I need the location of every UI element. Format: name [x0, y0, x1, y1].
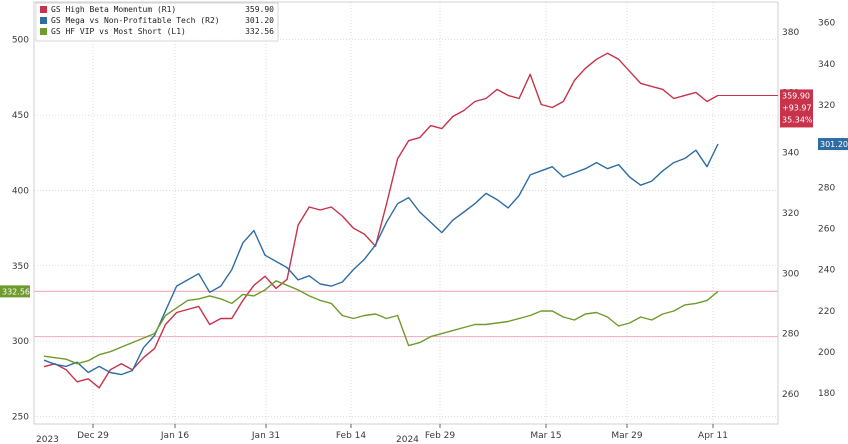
x-axis-tick-label: Mar 29 — [611, 431, 643, 441]
value-tag-text: +93.97 — [782, 103, 812, 112]
value-tag-text: 35.34% — [782, 115, 813, 124]
legend: GS High Beta Momentum (R1) 359.90 GS Mega … — [35, 2, 279, 42]
left-axis-tick-label: 400 — [12, 186, 29, 196]
right1-axis-tick-label: 300 — [782, 269, 799, 279]
x-axis-year-label: 2024 — [396, 435, 419, 444]
right1-axis-tick-label: 380 — [782, 28, 799, 38]
x-axis-tick-label: Apr 11 — [698, 431, 728, 441]
x-axis-tick-label: Jan 16 — [160, 431, 189, 441]
right1-axis-tick-label: 340 — [782, 149, 799, 159]
value-tag-box — [0, 285, 30, 298]
series-lines — [43, 52, 778, 389]
x-axis-year-label: 2023 — [36, 435, 59, 444]
left-axis-tick-label: 300 — [12, 337, 29, 347]
legend-series-name: GS High Beta Momentum (R1) — [51, 5, 176, 14]
right1-axis-tick-label: 280 — [782, 330, 799, 340]
value-tag-text: 301.20 — [820, 140, 848, 149]
right2-axis-tick-label: 340 — [818, 60, 835, 70]
value-tags: 359.90 +93.97 35.34% 301.20 332.56 — [0, 89, 848, 298]
value-tag-text: 332.56 — [2, 287, 30, 296]
legend-series-value: 359.90 — [245, 5, 274, 14]
right2-axis-tick-label: 280 — [818, 183, 835, 193]
right2-axis-tick-label: 200 — [818, 348, 835, 358]
grid — [33, 1, 779, 425]
left-axis-tick-label: 350 — [12, 262, 29, 272]
series-line-0 — [43, 52, 719, 389]
right2-axis-tick-label: 320 — [818, 101, 835, 111]
value-tag-box — [818, 138, 848, 151]
plot-area — [33, 1, 779, 425]
left-axis-tick-label: 250 — [12, 412, 29, 422]
legend-series-value: 301.20 — [245, 16, 274, 25]
right2-axis-tick-label: 220 — [818, 307, 835, 317]
x-axis-tick-label: Dec 29 — [77, 431, 109, 441]
x-axis-tick-label: Mar 15 — [530, 431, 561, 441]
left-axis-tick-label: 500 — [12, 36, 29, 46]
x-axis-tick-label: Jan 31 — [251, 431, 280, 441]
legend-swatch — [40, 17, 47, 24]
value-tag-text: 359.90 — [782, 91, 810, 100]
value-tag-box — [780, 89, 813, 128]
right1-axis-tick-label: 260 — [782, 390, 799, 400]
legend-series-name: GS Mega vs Non-Profitable Tech (R2) — [51, 16, 220, 25]
right2-axis-tick-label: 240 — [818, 266, 835, 276]
left-axis-tick-label: 450 — [12, 111, 29, 121]
right2-axis-tick-label: 180 — [818, 389, 835, 399]
legend-series-value: 332.56 — [245, 27, 274, 36]
legend-box — [35, 2, 279, 42]
series-line-2 — [43, 280, 719, 365]
legend-swatch — [40, 6, 47, 13]
legend-series-name: GS HF VIP vs Most Short (L1) — [51, 27, 186, 36]
right2-axis-tick-label: 360 — [818, 19, 835, 29]
axes: 250 300 350 400 450 500 Dec 29 Jan 16 Jan 31 Feb … — [12, 19, 836, 444]
right1-axis-tick-label: 320 — [782, 209, 799, 219]
legend-swatch — [40, 28, 47, 35]
x-axis-tick-label: Feb 29 — [425, 431, 456, 441]
right2-axis-tick-label: 260 — [818, 224, 835, 234]
x-axis-tick-label: Feb 14 — [336, 431, 367, 441]
